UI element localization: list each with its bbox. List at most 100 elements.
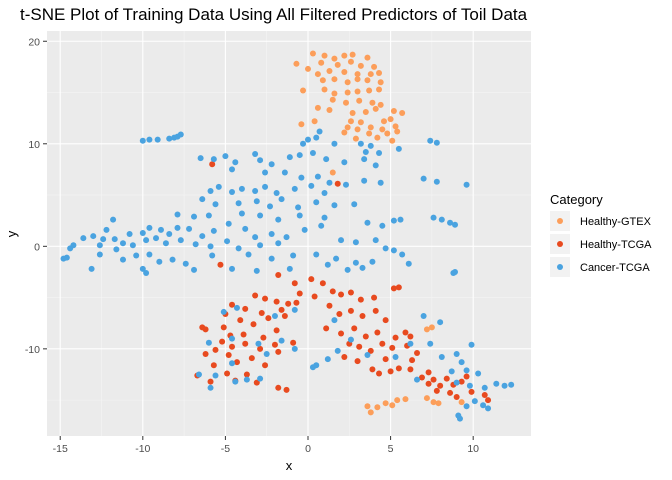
point-healthy-gtex <box>399 110 406 117</box>
point-cancer-tcga <box>485 405 492 412</box>
point-cancer-tcga <box>331 317 338 324</box>
point-cancer-tcga <box>324 356 331 363</box>
point-cancer-tcga <box>430 214 437 221</box>
point-cancer-tcga <box>414 376 421 383</box>
point-healthy-gtex <box>344 89 351 96</box>
point-cancer-tcga <box>372 162 379 169</box>
point-healthy-gtex <box>389 137 396 144</box>
point-cancer-tcga <box>233 304 240 311</box>
point-cancer-tcga <box>324 261 331 268</box>
point-cancer-tcga <box>323 156 330 163</box>
point-healthy-tcga <box>418 374 425 381</box>
point-healthy-tcga <box>265 315 272 322</box>
point-cancer-tcga <box>351 201 358 208</box>
point-healthy-tcga <box>382 317 389 324</box>
point-cancer-tcga <box>192 241 199 248</box>
point-cancer-tcga <box>471 398 478 405</box>
point-cancer-tcga <box>207 243 214 250</box>
x-tick-label: 0 <box>305 443 311 455</box>
point-cancer-tcga <box>331 202 338 209</box>
point-healthy-tcga <box>281 313 288 320</box>
point-healthy-gtex <box>344 79 351 86</box>
y-tick-label: 10 <box>28 139 40 151</box>
point-cancer-tcga <box>224 238 231 245</box>
point-cancer-tcga <box>242 225 249 232</box>
point-healthy-tcga <box>374 329 381 336</box>
point-healthy-gtex <box>357 62 364 69</box>
point-cancer-tcga <box>186 225 193 232</box>
point-cancer-tcga <box>420 313 427 320</box>
point-healthy-tcga <box>202 350 209 357</box>
point-healthy-gtex <box>367 124 374 131</box>
point-healthy-gtex <box>334 61 341 68</box>
point-healthy-tcga <box>319 280 326 287</box>
point-cancer-tcga <box>438 216 445 223</box>
point-cancer-tcga <box>210 156 217 163</box>
point-cancer-tcga <box>481 384 488 391</box>
point-healthy-tcga <box>242 305 249 312</box>
point-healthy-tcga <box>252 292 259 299</box>
point-cancer-tcga <box>369 258 376 265</box>
legend-label-cancer-tcga: Cancer-TCGA <box>580 262 650 274</box>
point-healthy-tcga <box>243 371 250 378</box>
point-cancer-tcga <box>143 269 150 276</box>
point-healthy-tcga <box>275 348 282 355</box>
point-healthy-tcga <box>253 379 260 386</box>
point-healthy-tcga <box>260 334 267 341</box>
point-cancer-tcga <box>229 360 236 367</box>
point-healthy-gtex <box>402 396 409 403</box>
point-cancer-tcga <box>177 131 184 138</box>
x-tick-label: -10 <box>135 443 150 455</box>
point-healthy-gtex <box>435 400 442 407</box>
point-cancer-tcga <box>313 134 320 141</box>
point-cancer-tcga <box>232 159 239 166</box>
point-cancer-tcga <box>88 265 95 272</box>
point-cancer-tcga <box>372 237 379 244</box>
point-cancer-tcga <box>275 216 282 223</box>
point-healthy-tcga <box>367 347 374 354</box>
point-cancer-tcga <box>438 354 445 361</box>
point-healthy-tcga <box>336 310 343 317</box>
point-cancer-tcga <box>296 212 303 219</box>
point-healthy-gtex <box>374 404 381 411</box>
point-cancer-tcga <box>96 242 103 249</box>
point-healthy-tcga <box>237 317 244 324</box>
point-cancer-tcga <box>253 198 260 205</box>
point-healthy-gtex <box>366 87 373 94</box>
point-healthy-tcga <box>209 161 216 168</box>
x-tick-label: 10 <box>467 443 479 455</box>
point-healthy-gtex <box>319 77 326 84</box>
point-cancer-tcga <box>296 152 303 159</box>
point-cancer-tcga <box>146 251 153 258</box>
point-cancer-tcga <box>143 237 150 244</box>
point-cancer-tcga <box>361 177 368 184</box>
point-healthy-tcga <box>468 388 475 395</box>
point-cancer-tcga <box>291 306 298 313</box>
point-cancer-tcga <box>466 382 473 389</box>
point-cancer-tcga <box>199 233 206 240</box>
point-cancer-tcga <box>390 247 397 254</box>
point-cancer-tcga <box>268 231 275 238</box>
point-healthy-gtex <box>326 67 333 74</box>
point-cancer-tcga <box>275 240 282 247</box>
point-cancer-tcga <box>133 252 140 259</box>
point-cancer-tcga <box>253 267 260 274</box>
point-healthy-tcga <box>326 302 333 309</box>
point-cancer-tcga <box>273 190 280 196</box>
point-cancer-tcga <box>225 220 232 227</box>
point-healthy-tcga <box>257 345 264 352</box>
point-cancer-tcga <box>177 237 184 244</box>
point-cancer-tcga <box>295 204 302 211</box>
point-healthy-tcga <box>224 370 231 377</box>
legend-label-healthy-gtex: Healthy-GTEX <box>580 216 652 228</box>
point-healthy-tcga <box>296 290 303 297</box>
point-healthy-gtex <box>392 123 399 130</box>
point-healthy-tcga <box>207 378 214 385</box>
point-cancer-tcga <box>156 258 163 265</box>
point-cancer-tcga <box>321 214 328 221</box>
point-cancer-tcga <box>262 183 269 190</box>
point-healthy-tcga <box>242 340 249 347</box>
point-healthy-tcga <box>437 382 444 389</box>
point-healthy-gtex <box>354 126 361 133</box>
point-healthy-tcga <box>458 378 465 385</box>
